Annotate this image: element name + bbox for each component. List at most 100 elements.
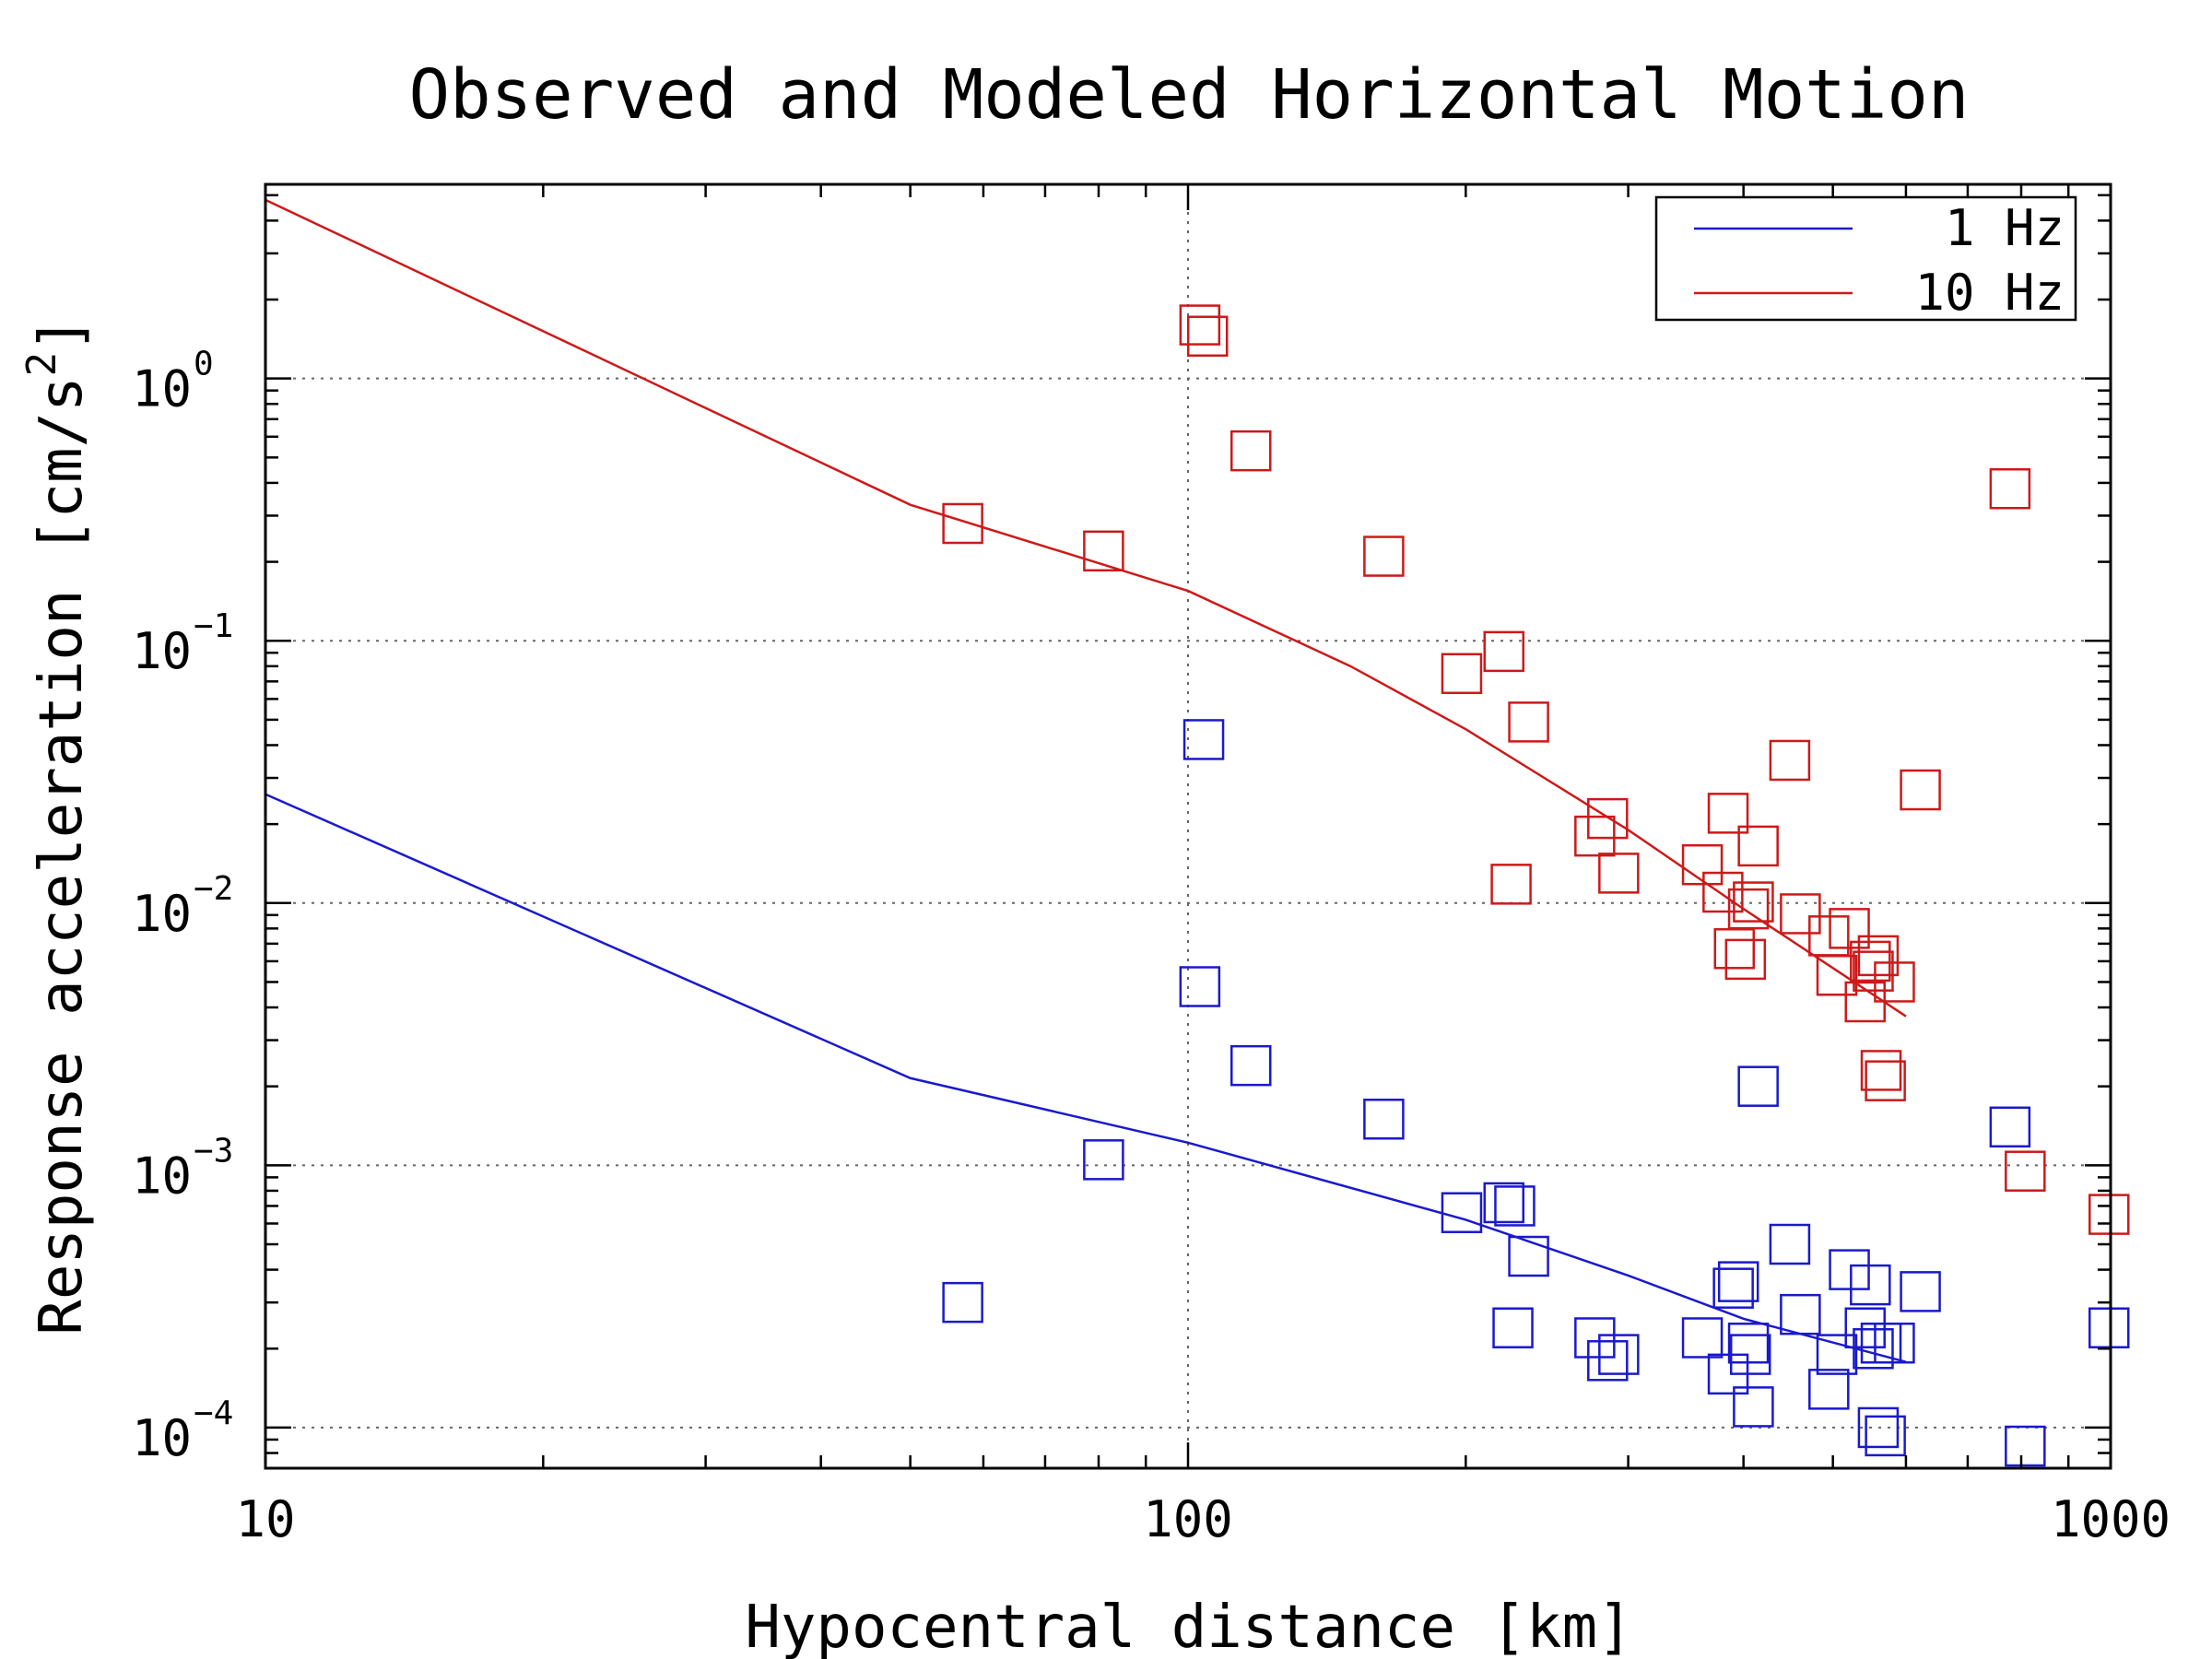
observed-point-1-hz xyxy=(1816,1334,1858,1375)
observed-point-1-hz xyxy=(1083,1139,1124,1181)
observed-point-10-hz xyxy=(1490,864,1532,905)
observed-point-10-hz xyxy=(1724,938,1767,981)
observed-point-10-hz xyxy=(1865,1060,1906,1101)
x-axis-label: Hypocentral distance [km] xyxy=(745,1594,1632,1659)
observed-point-1-hz xyxy=(1712,1267,1754,1309)
observed-point-10-hz xyxy=(1179,304,1221,346)
observed-point-10-hz xyxy=(1681,843,1724,886)
observed-point-1-hz xyxy=(942,1281,983,1324)
observed-point-1-hz xyxy=(2005,1425,2046,1467)
model-line-1-hz xyxy=(265,793,1907,1363)
y-axis-label-text: Response acceleration [cm/s xyxy=(28,376,96,1335)
observed-point-10-hz xyxy=(1587,797,1629,840)
observed-point-10-hz xyxy=(1441,653,1483,695)
legend: 1 Hz 10 Hz xyxy=(1654,195,2077,322)
observed-point-10-hz xyxy=(1702,871,1744,913)
observed-point-1-hz xyxy=(1230,1044,1272,1087)
observed-point-1-hz xyxy=(1508,1235,1549,1277)
observed-point-1-hz xyxy=(1494,1185,1535,1227)
observed-point-1-hz xyxy=(1850,1264,1891,1306)
y-tick-label-exponent: −3 xyxy=(194,1132,233,1170)
y-tick-label-exponent: 0 xyxy=(194,346,214,383)
observed-point-10-hz xyxy=(2088,1194,2130,1235)
legend-label-1-hz: 1 Hz xyxy=(1945,199,2065,257)
observed-point-1-hz xyxy=(1574,1317,1616,1359)
y-tick-label: 10 xyxy=(132,360,192,418)
observed-point-10-hz xyxy=(1829,908,1870,949)
observed-point-10-hz xyxy=(1780,893,1821,935)
observed-point-1-hz xyxy=(1844,1307,1886,1348)
observed-point-1-hz xyxy=(1737,1065,1779,1107)
y-tick-label: 10 xyxy=(132,1147,192,1205)
legend-box xyxy=(1654,195,2077,322)
observed-point-1-hz xyxy=(1363,1099,1405,1140)
y-axis-label-superscript: 2 xyxy=(18,352,65,377)
observed-point-1-hz xyxy=(1769,1223,1811,1265)
y-tick-label: 10 xyxy=(132,622,192,680)
observed-point-10-hz xyxy=(1853,950,1894,992)
observed-point-1-hz xyxy=(1808,1369,1850,1410)
observed-point-10-hz xyxy=(1733,881,1774,923)
observed-point-10-hz xyxy=(1727,888,1770,930)
observed-point-1-hz xyxy=(1729,1334,1771,1375)
observed-point-10-hz xyxy=(1574,815,1616,857)
observed-point-1-hz xyxy=(1182,719,1225,760)
observed-point-10-hz xyxy=(942,502,983,545)
observed-point-1-hz xyxy=(1780,1293,1821,1335)
observed-point-10-hz xyxy=(1483,630,1525,673)
observed-point-10-hz xyxy=(1857,935,1900,977)
observed-point-10-hz xyxy=(1737,825,1779,867)
observed-point-1-hz xyxy=(1853,1328,1894,1370)
x-tick-label: 100 xyxy=(1143,1490,1233,1548)
plot-frame xyxy=(264,182,2112,1470)
y-axis-label: Response acceleration [cm/s2] xyxy=(18,316,96,1335)
observed-point-10-hz xyxy=(1230,429,1272,472)
observed-point-1-hz xyxy=(1989,1106,2031,1148)
observed-point-10-hz xyxy=(1860,1050,1902,1091)
observed-point-10-hz xyxy=(1769,739,1811,782)
grid-layer xyxy=(265,184,2111,1468)
observed-point-1-hz xyxy=(1492,1307,1534,1348)
observed-point-1-hz xyxy=(1829,1249,1870,1290)
observed-point-1-hz xyxy=(1857,1406,1900,1449)
observed-point-1-hz xyxy=(1874,1322,1915,1364)
observed-point-10-hz xyxy=(1989,468,2031,510)
observed-point-1-hz xyxy=(1441,1192,1483,1233)
chart-title: Observed and Modeled Horizontal Motion xyxy=(409,55,1970,135)
y-tick-label: 10 xyxy=(132,1409,192,1467)
y-tick-label-exponent: −2 xyxy=(194,870,233,908)
y-tick-label-exponent: −1 xyxy=(194,607,233,645)
observed-point-1-hz xyxy=(1733,1386,1774,1428)
observed-point-1-hz xyxy=(1900,1271,1941,1312)
observed-point-10-hz xyxy=(1508,701,1549,743)
observed-point-1-hz xyxy=(1179,966,1221,1007)
tick-layer xyxy=(264,184,2111,1470)
observed-point-1-hz xyxy=(1483,1182,1525,1224)
observed-point-1-hz xyxy=(1727,1322,1770,1364)
series-layer xyxy=(265,198,2130,1467)
observed-point-10-hz xyxy=(1900,769,1941,811)
observed-point-10-hz xyxy=(1850,940,1891,982)
observed-point-10-hz xyxy=(1598,853,1640,894)
observed-point-10-hz xyxy=(1186,315,1229,358)
observed-point-1-hz xyxy=(1681,1317,1724,1359)
x-tick-label: 1000 xyxy=(2051,1490,2171,1548)
observed-point-10-hz xyxy=(1713,928,1756,970)
observed-point-1-hz xyxy=(1598,1334,1640,1375)
observed-point-10-hz xyxy=(2005,1150,2046,1192)
y-axis-label-close: ] xyxy=(28,316,96,352)
observed-point-10-hz xyxy=(1083,530,1124,572)
y-tick-label-exponent: −4 xyxy=(194,1394,233,1432)
observed-point-1-hz xyxy=(2088,1307,2130,1348)
observed-point-1-hz xyxy=(1717,1261,1759,1302)
y-tick-label: 10 xyxy=(132,885,192,943)
observed-point-10-hz xyxy=(1707,793,1749,834)
legend-label-10-hz: 10 Hz xyxy=(1914,264,2065,322)
observed-point-10-hz xyxy=(1808,915,1850,957)
observed-point-10-hz xyxy=(1874,961,1915,1003)
x-tick-label: 10 xyxy=(235,1490,295,1548)
observed-point-1-hz xyxy=(1865,1415,1906,1457)
observed-point-10-hz xyxy=(1363,535,1405,577)
